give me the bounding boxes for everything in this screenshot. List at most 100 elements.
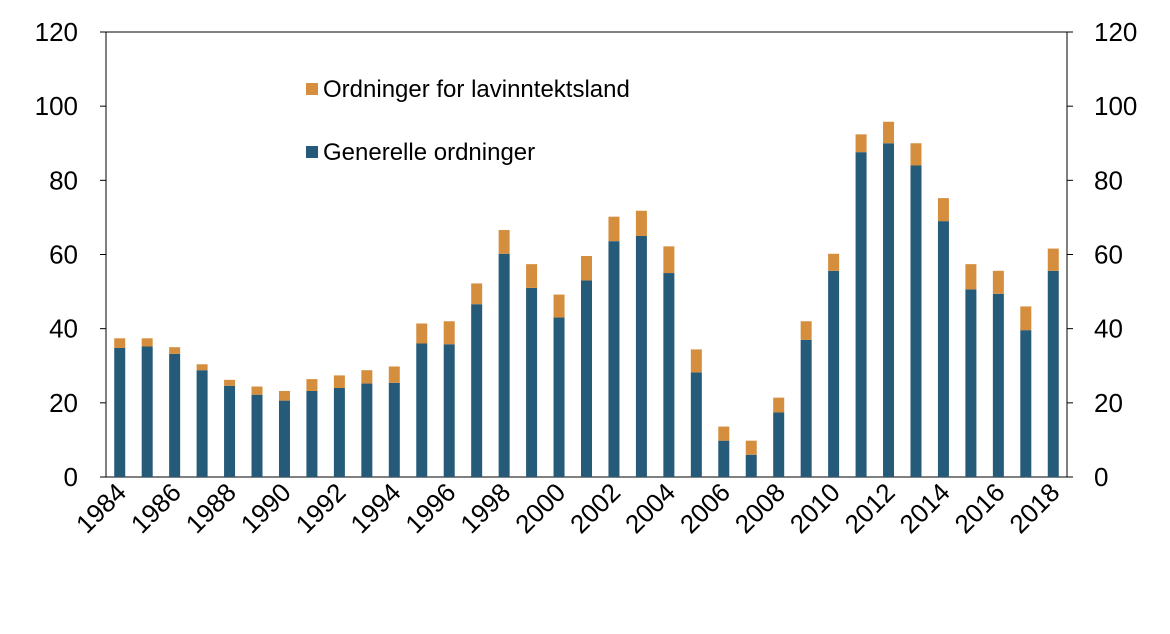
bar-generelle-1999 (526, 287, 538, 478)
bar-generelle-1984 (114, 347, 126, 477)
bar-generelle-1998 (498, 253, 510, 477)
y-tick-label-right-0: 0 (1094, 462, 1108, 492)
y-tick-label-right-40: 40 (1094, 314, 1123, 344)
bar-lavinntektsland-1999 (526, 264, 538, 288)
bar-lavinntektsland-2014 (937, 198, 949, 222)
bar-lavinntektsland-2018 (1047, 248, 1059, 271)
bar-lavinntektsland-1997 (471, 283, 483, 305)
bar-lavinntektsland-2017 (1020, 306, 1032, 331)
x-tick-label-2006: 2006 (674, 477, 736, 539)
bar-lavinntektsland-2013 (910, 143, 922, 166)
x-tick-label-2000: 2000 (509, 477, 571, 539)
bar-lavinntektsland-2006 (718, 426, 730, 441)
bar-lavinntektsland-2010 (828, 253, 840, 271)
x-tick-label-1990: 1990 (235, 477, 297, 539)
y-tick-label-right-20: 20 (1094, 388, 1123, 418)
x-tick-label-2018: 2018 (1003, 477, 1065, 539)
bar-generelle-2005 (690, 372, 702, 477)
bar-generelle-2009 (800, 339, 812, 477)
bar-lavinntektsland-1995 (416, 323, 428, 344)
bar-lavinntektsland-1991 (306, 379, 318, 391)
bar-generelle-2003 (635, 235, 647, 477)
bar-lavinntektsland-1993 (361, 370, 373, 384)
bar-lavinntektsland-1986 (169, 347, 181, 354)
bar-generelle-1987 (196, 370, 208, 477)
y-tick-label-left-100: 100 (35, 91, 78, 121)
bar-lavinntektsland-2003 (635, 210, 647, 236)
x-tick-label-2004: 2004 (619, 477, 681, 539)
bar-lavinntektsland-2015 (965, 264, 977, 290)
bar-lavinntektsland-1988 (224, 379, 236, 386)
bar-generelle-2008 (773, 412, 785, 477)
y-tick-label-right-80: 80 (1094, 165, 1123, 195)
bar-lavinntektsland-2001 (581, 255, 592, 281)
bar-generelle-2015 (965, 289, 977, 477)
x-tick-label-2002: 2002 (564, 477, 626, 539)
y-tick-label-left-20: 20 (49, 388, 78, 418)
bar-generelle-2002 (608, 241, 620, 477)
y-tick-label-left-0: 0 (64, 462, 78, 492)
bar-lavinntektsland-1998 (498, 230, 510, 254)
bar-lavinntektsland-2000 (553, 294, 565, 318)
bar-lavinntektsland-1987 (196, 364, 208, 371)
bar-generelle-2010 (828, 270, 840, 477)
bar-lavinntektsland-1992 (333, 375, 345, 388)
bar-generelle-1985 (141, 346, 153, 477)
bar-lavinntektsland-1989 (251, 386, 263, 395)
bar-generelle-2018 (1047, 270, 1059, 477)
bar-generelle-2013 (910, 165, 922, 477)
x-tick-label-2010: 2010 (784, 477, 846, 539)
bar-generelle-2000 (553, 317, 565, 477)
bar-generelle-1995 (416, 343, 428, 477)
legend: Ordninger for lavinntektsland Generelle … (306, 76, 630, 166)
y-tick-label-right-100: 100 (1094, 91, 1137, 121)
legend-swatch-generelle (306, 146, 318, 158)
x-tick-label-1984: 1984 (70, 477, 132, 539)
bar-lavinntektsland-2005 (690, 349, 702, 373)
x-tick-label-1992: 1992 (290, 477, 352, 539)
bar-generelle-2006 (718, 440, 730, 477)
bar-generelle-1988 (224, 385, 236, 477)
x-tick-label-1998: 1998 (454, 477, 516, 539)
x-tick-label-2008: 2008 (729, 477, 791, 539)
legend-swatch-lavinntektsland (306, 83, 318, 95)
bar-lavinntektsland-2016 (992, 270, 1004, 294)
bar-generelle-2012 (883, 143, 895, 477)
bar-lavinntektsland-1985 (141, 338, 153, 347)
bar-generelle-2007 (745, 454, 757, 477)
bar-generelle-1997 (471, 304, 483, 477)
y-tick-label-right-120: 120 (1094, 17, 1137, 47)
bar-lavinntektsland-1996 (443, 321, 455, 345)
bar-lavinntektsland-2004 (663, 246, 675, 274)
bar-generelle-2011 (855, 152, 867, 477)
bar-lavinntektsland-1994 (388, 366, 400, 383)
y-tick-label-right-60: 60 (1094, 240, 1123, 270)
bar-generelle-2014 (937, 221, 949, 477)
bar-generelle-1991 (306, 390, 318, 477)
bar-lavinntektsland-2012 (883, 121, 895, 144)
bar-generelle-2016 (992, 293, 1004, 477)
bar-generelle-1993 (361, 383, 373, 477)
x-tick-label-1996: 1996 (399, 477, 461, 539)
bar-generelle-1992 (333, 388, 345, 477)
bar-generelle-1996 (443, 344, 455, 477)
x-tick-label-2016: 2016 (948, 477, 1010, 539)
bar-lavinntektsland-2008 (773, 397, 785, 413)
legend-label-generelle: Generelle ordninger (323, 139, 535, 166)
x-tick-label-2014: 2014 (894, 477, 956, 539)
bar-lavinntektsland-1990 (278, 390, 290, 401)
y-tick-label-left-40: 40 (49, 314, 78, 344)
x-tick-label-1986: 1986 (125, 477, 187, 539)
bar-lavinntektsland-2002 (608, 216, 620, 242)
bar-generelle-1990 (278, 400, 290, 477)
bar-lavinntektsland-2011 (855, 134, 867, 153)
bar-lavinntektsland-2007 (745, 440, 757, 455)
bar-generelle-2001 (581, 280, 592, 477)
y-tick-label-left-80: 80 (49, 165, 78, 195)
bars-layer (114, 121, 1059, 478)
bar-generelle-1986 (169, 353, 181, 477)
x-tick-label-2012: 2012 (839, 477, 901, 539)
bar-generelle-1989 (251, 394, 263, 477)
